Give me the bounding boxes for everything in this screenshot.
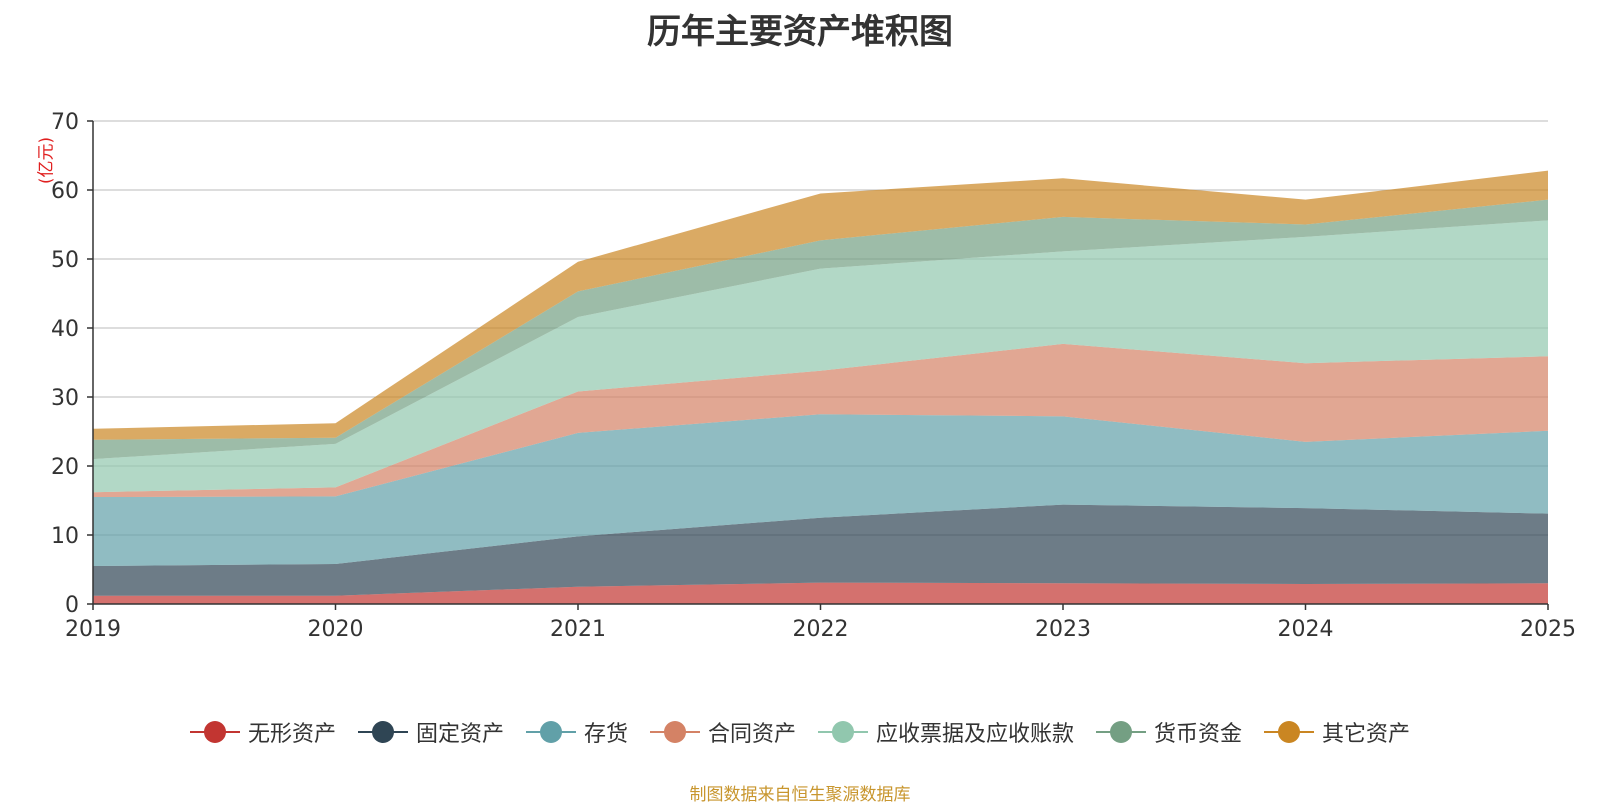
legend-swatch-icon [1096,720,1147,744]
legend-swatch-icon [1264,720,1315,744]
area-series [93,170,1548,604]
y-tick-label: 20 [51,455,79,480]
axes [87,120,1549,610]
data-source-note: 制图数据来自恒生聚源数据库 [689,785,911,805]
y-tick-label: 60 [51,179,79,204]
y-tick-label: 40 [51,317,79,342]
area-series-2 [93,504,1548,596]
y-tick-label: 70 [51,110,79,135]
legend-label: 货币资金 [1154,722,1243,747]
area-series-3 [93,414,1548,567]
legend-item-2[interactable]: 固定资产 [357,716,504,748]
legend-label: 存货 [583,722,628,747]
x-tick-label: 2025 [1520,617,1576,642]
legend-item-5[interactable]: 应收票据及应收账款 [818,716,1074,748]
legend-swatch-icon [649,720,700,744]
legend-item-7[interactable]: 其它资产 [1264,716,1410,748]
legend-label: 其它资产 [1322,722,1411,747]
x-tick-label: 2020 [308,617,364,642]
legend-swatch-icon [818,720,868,744]
stacked-area-chart: 0 10 20 30 40 50 60 70 2019 2020 2021 2022 2023 2024… [51,110,1576,642]
legend-item-1[interactable]: 无形资产 [189,716,336,748]
area-series-7 [93,170,1548,440]
legend-item-4[interactable]: 合同资产 [649,716,796,748]
y-tick-label: 50 [51,248,79,273]
area-series-4 [93,343,1548,498]
legend-swatch-icon [525,720,576,744]
legend-item-6[interactable]: 货币资金 [1096,716,1242,748]
x-tick-label: 2022 [793,617,849,642]
legend-label: 固定资产 [415,722,504,747]
y-tick-label: 0 [65,593,79,618]
y-tick-label: 30 [51,386,79,411]
y-tick-label: 10 [51,524,79,549]
legend-label: 应收票据及应收账款 [876,722,1075,747]
x-tick-label: 2024 [1278,617,1334,642]
x-tick-label: 2023 [1035,617,1091,642]
x-tick-labels: 2019 2020 2021 2022 2023 2024 2025 [65,617,1576,642]
legend: 无形资产 固定资产 存货 合同资产 应收票据及应收账款 货币资金 其它资产 [0,716,1600,748]
x-tick-label: 2019 [65,617,121,642]
area-series-6 [93,199,1548,460]
area-series-5 [93,220,1548,493]
legend-swatch-icon [357,720,408,744]
legend-item-3[interactable]: 存货 [525,716,628,748]
legend-label: 无形资产 [247,722,336,747]
chart-title: 历年主要资产堆积图 [647,12,953,52]
legend-label: 合同资产 [707,722,796,747]
x-tick-label: 2021 [550,617,606,642]
area-series-1 [93,582,1548,604]
y-tick-labels: 0 10 20 30 40 50 60 70 [51,110,79,618]
legend-swatch-icon [189,720,240,744]
